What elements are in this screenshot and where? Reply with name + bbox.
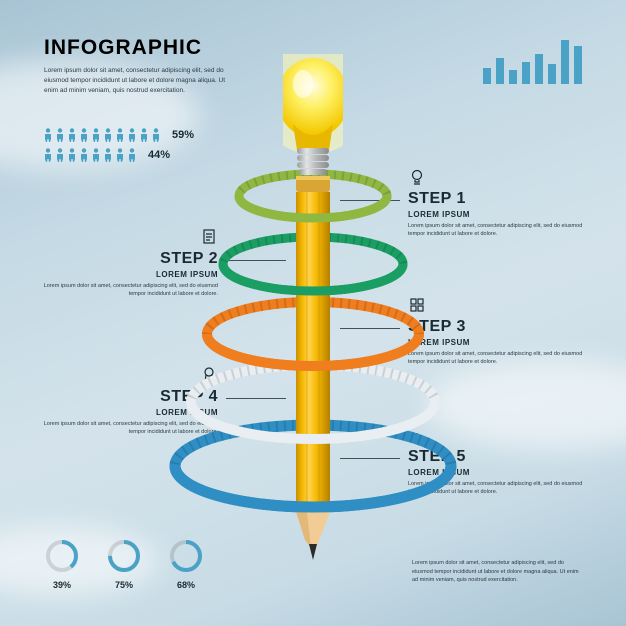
person-icon <box>92 148 100 162</box>
person-icon <box>68 128 76 142</box>
spiral-ring-front <box>197 334 429 376</box>
spiral-ring-front <box>164 466 462 518</box>
people-pct: 59% <box>172 129 194 141</box>
donut-value: 75% <box>115 580 133 590</box>
bar <box>483 68 491 84</box>
step-subtitle: LOREM IPSUM <box>38 270 218 279</box>
bar <box>561 40 569 84</box>
person-icon <box>68 148 76 162</box>
person-icon <box>116 128 124 142</box>
donut-value: 68% <box>177 580 195 590</box>
donut-icon <box>168 538 204 574</box>
people-row: 59% <box>44 128 194 142</box>
step-block: STEP 2 LOREM IPSUM Lorem ipsum dolor sit a… <box>38 250 218 299</box>
footer-lorem: Lorem ipsum dolor sit amet, consectetur … <box>412 559 582 584</box>
person-icon <box>104 148 112 162</box>
donut-charts: 39% 75% 68% <box>44 538 204 590</box>
donut-item: 39% <box>44 538 80 590</box>
person-icon <box>92 128 100 142</box>
person-icon <box>116 148 124 162</box>
person-icon <box>140 128 148 142</box>
step-title: STEP 1 <box>408 190 588 208</box>
spiral-ring-front <box>230 196 396 227</box>
step-body: Lorem ipsum dolor sit amet, consectetur … <box>38 282 218 299</box>
bar <box>548 64 556 84</box>
people-row: 44% <box>44 148 194 162</box>
donut-icon <box>44 538 80 574</box>
donut-icon <box>106 538 142 574</box>
person-icon <box>44 148 52 162</box>
person-icon <box>152 128 160 142</box>
step-title: STEP 2 <box>38 250 218 268</box>
bar-chart <box>483 36 582 84</box>
bar <box>535 54 543 84</box>
step-block: STEP 1 LOREM IPSUM Lorem ipsum dolor sit a… <box>408 190 588 239</box>
bar <box>522 62 530 84</box>
step-title: STEP 3 <box>408 318 588 336</box>
donut-item: 75% <box>106 538 142 590</box>
person-icon <box>128 128 136 142</box>
person-icon <box>56 128 64 142</box>
person-icon <box>128 148 136 162</box>
spiral-ring-front <box>181 402 445 449</box>
person-icon <box>56 148 64 162</box>
step-subtitle: LOREM IPSUM <box>408 338 588 347</box>
people-stats: 59%44% <box>44 128 194 168</box>
person-icon <box>104 128 112 142</box>
bar <box>574 46 582 84</box>
step-subtitle: LOREM IPSUM <box>408 210 588 219</box>
bar <box>496 58 504 84</box>
people-pct: 44% <box>148 149 170 161</box>
spiral-ring-front <box>214 264 412 300</box>
donut-item: 68% <box>168 538 204 590</box>
person-icon <box>44 128 52 142</box>
donut-value: 39% <box>53 580 71 590</box>
person-icon <box>80 148 88 162</box>
header-lorem: Lorem ipsum dolor sit amet, consectetur … <box>44 66 234 95</box>
bar <box>509 70 517 84</box>
bulb-icon <box>408 168 426 186</box>
person-icon <box>80 128 88 142</box>
page-title: INFOGRAPHIC <box>44 36 234 60</box>
step-body: Lorem ipsum dolor sit amet, consectetur … <box>408 222 588 239</box>
